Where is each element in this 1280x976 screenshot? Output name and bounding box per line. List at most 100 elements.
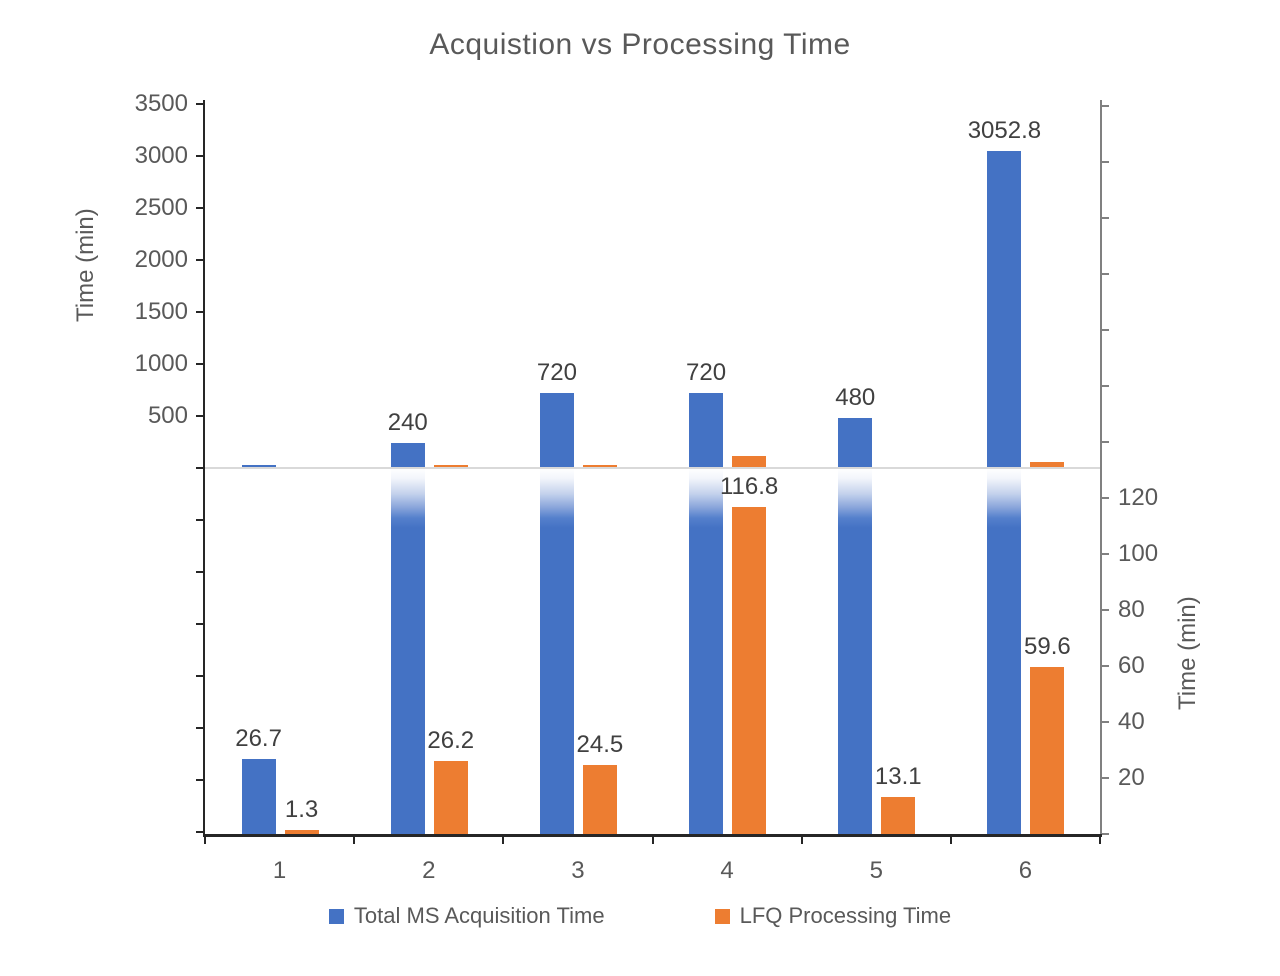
data-label-acquisition-6: 3052.8 [967, 116, 1042, 144]
data-label-acquisition-2: 240 [387, 409, 428, 437]
data-label-processing-6: 59.6 [1024, 633, 1071, 661]
left-axis-tick [196, 831, 203, 833]
right-axis-tick [1102, 105, 1109, 107]
processing-bar-primary-3 [582, 465, 617, 468]
left-axis-tick-label: 1500 [134, 298, 188, 325]
right-axis-tick [1102, 609, 1109, 611]
right-axis-tick [1102, 441, 1109, 443]
legend-swatch-processing-icon [714, 908, 730, 924]
right-axis-tick-label: 100 [1118, 540, 1159, 567]
acquisition-bar-primary-3 [539, 393, 574, 468]
processing-bar-secondary-4 [732, 506, 767, 834]
processing-bar-primary-6 [1030, 461, 1065, 468]
acquisition-bar-secondary-1 [241, 759, 276, 834]
chart-title: Acquistion vs Processing Time [429, 28, 851, 61]
legend-item-acquisition: Total MS Acquisition Time [328, 903, 605, 929]
acquisition-bar-secondary-6 [987, 468, 1022, 834]
acquisition-bar-primary-5 [838, 418, 873, 468]
left-axis-tick [196, 623, 203, 625]
right-axis-tick [1102, 777, 1109, 779]
category-label-4: 4 [720, 857, 734, 884]
bottom-axis-line [203, 834, 1102, 837]
left-axis-tick [196, 467, 203, 469]
category-label-1: 1 [272, 857, 287, 884]
acquisition-bar-primary-2 [390, 443, 425, 468]
right-axis-tick [1102, 553, 1109, 555]
left-axis-tick [196, 675, 203, 677]
acquisition-bar-primary-6 [987, 150, 1022, 468]
right-axis-tick [1102, 497, 1109, 499]
left-axis-tick-label: 1000 [134, 350, 188, 377]
data-label-processing-5: 13.1 [874, 763, 922, 791]
left-axis-tick [196, 415, 203, 417]
right-axis-tick [1102, 329, 1109, 331]
right-axis-tick [1102, 217, 1109, 219]
legend-swatch-acquisition-icon [328, 908, 344, 924]
bottom-axis-tick [800, 837, 803, 844]
right-axis-tick-label: 60 [1118, 652, 1145, 679]
category-label-6: 6 [1018, 857, 1033, 884]
processing-bar-secondary-1 [284, 830, 319, 834]
acquisition-bar-secondary-5 [838, 468, 873, 834]
processing-bar-secondary-6 [1030, 667, 1065, 834]
left-axis-tick [196, 311, 203, 313]
right-axis-tick [1102, 161, 1109, 163]
right-axis-tick [1102, 385, 1109, 387]
category-label-3: 3 [571, 857, 585, 884]
category-label-5: 5 [869, 857, 883, 884]
bottom-axis-tick [502, 837, 505, 844]
left-axis-tick [196, 155, 203, 157]
left-axis-tick [196, 259, 203, 261]
acquisition-bar-secondary-2 [390, 468, 425, 834]
left-axis-tick [196, 519, 203, 521]
left-axis-tick-label: 500 [147, 402, 188, 429]
bottom-axis-tick [1099, 837, 1101, 844]
data-label-acquisition-3: 720 [536, 359, 577, 387]
processing-bar-secondary-3 [582, 765, 617, 834]
data-label-acquisition-5: 480 [835, 384, 876, 412]
processing-bar-primary-2 [433, 465, 468, 468]
left-axis-line [203, 100, 205, 836]
left-axis-tick [196, 207, 203, 209]
bottom-axis-tick [204, 837, 206, 844]
left-axis-tick-label: 3500 [134, 90, 188, 117]
acquisition-bar-secondary-4 [689, 468, 724, 834]
right-axis-tick-label: 20 [1118, 764, 1145, 791]
legend: Total MS Acquisition Time LFQ Processing… [0, 903, 1280, 929]
data-label-acquisition-1: 26.7 [235, 725, 282, 753]
data-label-processing-3: 24.5 [576, 731, 624, 759]
data-label-processing-4: 116.8 [719, 472, 779, 500]
data-label-processing-2: 26.2 [427, 726, 475, 754]
right-axis-tick [1102, 665, 1109, 667]
left-axis-tick [196, 363, 203, 365]
left-axis-tick [196, 103, 203, 105]
legend-item-processing: LFQ Processing Time [714, 903, 952, 929]
right-axis-tick-label: 120 [1118, 484, 1159, 511]
acquisition-bar-primary-4 [689, 393, 724, 468]
right-axis-tick-label: 80 [1118, 596, 1145, 623]
left-axis-tick [196, 779, 203, 781]
right-axis-tick [1102, 721, 1109, 723]
right-axis-tick [1102, 833, 1109, 835]
processing-bar-primary-4 [732, 455, 767, 468]
data-label-processing-1: 1.3 [284, 796, 319, 824]
processing-bar-secondary-5 [881, 797, 916, 834]
left-axis-tick-label: 3000 [134, 142, 188, 169]
acquisition-bar-secondary-3 [539, 468, 574, 834]
processing-bar-secondary-2 [433, 760, 468, 834]
left-axis-tick [196, 727, 203, 729]
right-axis-tick [1102, 273, 1109, 275]
legend-label-processing: LFQ Processing Time [739, 903, 952, 928]
bottom-axis-tick [651, 837, 654, 844]
left-axis-tick-label: 2000 [134, 246, 188, 273]
right-axis-tick-label: 40 [1118, 708, 1145, 735]
acquisition-bar-primary-1 [241, 465, 276, 468]
right-axis-line [1100, 100, 1102, 836]
data-label-acquisition-4: 720 [686, 359, 727, 387]
bottom-axis-tick [353, 837, 356, 844]
bottom-axis-tick [949, 837, 952, 844]
category-label-2: 2 [422, 857, 436, 884]
legend-label-acquisition: Total MS Acquisition Time [353, 903, 605, 928]
left-axis-tick [196, 571, 203, 573]
